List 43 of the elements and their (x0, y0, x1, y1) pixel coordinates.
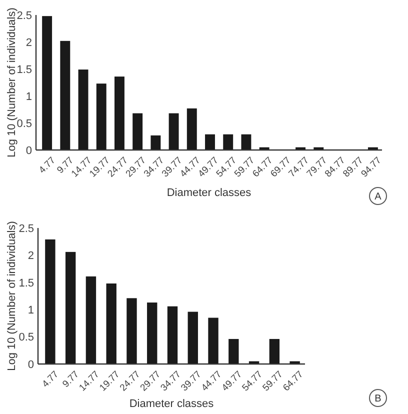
bar (106, 283, 116, 364)
y-axis-title: Log 10 (Number of individuals) (6, 8, 18, 158)
y-tick-label: 0 (26, 144, 32, 157)
bar (208, 318, 218, 364)
bar (65, 252, 76, 364)
text: A (374, 192, 382, 202)
bar (186, 108, 197, 150)
bar (126, 298, 137, 364)
bar (132, 113, 143, 150)
bar (42, 16, 52, 150)
y-tick-label: 2.5 (18, 222, 34, 235)
y-tick-label: 2 (28, 250, 34, 262)
y-tick-label: 0.5 (18, 332, 34, 344)
bar (167, 306, 178, 364)
x-axis-title: Diameter classes (166, 187, 252, 199)
bar (228, 338, 239, 364)
bar (78, 70, 88, 150)
y-tick-label: 1 (28, 304, 34, 316)
bar (241, 134, 252, 150)
bar (223, 134, 234, 150)
y-tick-label: 1.5 (18, 277, 34, 290)
y-tick-label: 2.5 (16, 10, 32, 22)
bar (86, 276, 96, 364)
bar (150, 135, 161, 150)
y-tick-label: 1 (26, 90, 32, 103)
x-tick-label: 4.77 (37, 155, 58, 176)
y-axis-title: Log 10 (Number of individuals) (6, 221, 18, 371)
bar (168, 113, 179, 150)
bar (147, 302, 158, 364)
x-axis-title: Diameter classes (129, 398, 214, 410)
y-tick-label: 0.5 (16, 118, 32, 130)
bar (205, 134, 215, 150)
bar (269, 338, 280, 364)
y-tick-label: 1.5 (16, 64, 32, 76)
bar (60, 40, 70, 150)
y-tick-label: 2 (26, 36, 32, 49)
text: B (374, 394, 382, 404)
bar (45, 239, 56, 364)
bar (114, 76, 124, 150)
y-tick-label: 0 (28, 358, 34, 371)
bar (96, 84, 106, 150)
bar (188, 312, 198, 364)
x-tick-label: 4.77 (40, 369, 62, 390)
